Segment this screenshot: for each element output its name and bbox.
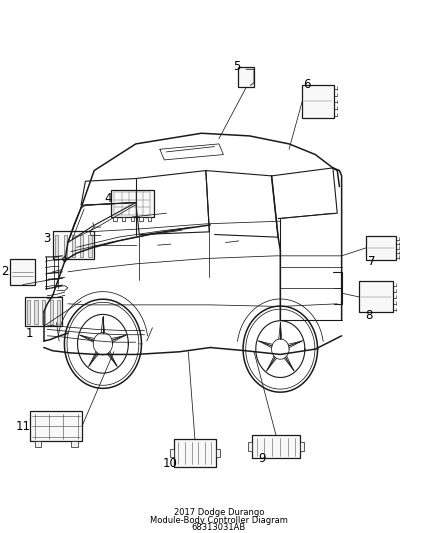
FancyBboxPatch shape bbox=[10, 259, 35, 285]
Text: Module-Body Controller Diagram: Module-Body Controller Diagram bbox=[150, 516, 288, 524]
FancyBboxPatch shape bbox=[35, 441, 41, 447]
FancyBboxPatch shape bbox=[35, 301, 38, 324]
FancyBboxPatch shape bbox=[49, 301, 53, 324]
FancyBboxPatch shape bbox=[139, 217, 143, 221]
FancyBboxPatch shape bbox=[300, 442, 304, 451]
FancyBboxPatch shape bbox=[55, 235, 58, 257]
Text: 4: 4 bbox=[105, 192, 113, 205]
FancyBboxPatch shape bbox=[359, 281, 393, 312]
FancyBboxPatch shape bbox=[111, 190, 154, 217]
FancyBboxPatch shape bbox=[88, 235, 92, 257]
Text: 5: 5 bbox=[233, 60, 240, 72]
Text: 8: 8 bbox=[365, 309, 372, 322]
FancyBboxPatch shape bbox=[25, 297, 63, 326]
FancyBboxPatch shape bbox=[170, 449, 174, 457]
FancyBboxPatch shape bbox=[174, 439, 216, 467]
FancyBboxPatch shape bbox=[366, 236, 396, 260]
FancyBboxPatch shape bbox=[72, 235, 75, 257]
Text: 10: 10 bbox=[162, 457, 177, 470]
FancyBboxPatch shape bbox=[80, 235, 83, 257]
FancyBboxPatch shape bbox=[27, 301, 30, 324]
Text: 6: 6 bbox=[303, 78, 311, 91]
FancyBboxPatch shape bbox=[122, 217, 125, 221]
FancyBboxPatch shape bbox=[248, 442, 252, 451]
FancyBboxPatch shape bbox=[71, 441, 78, 447]
FancyBboxPatch shape bbox=[42, 301, 45, 324]
Text: 11: 11 bbox=[15, 420, 30, 433]
FancyBboxPatch shape bbox=[30, 411, 82, 441]
FancyBboxPatch shape bbox=[302, 85, 334, 118]
FancyBboxPatch shape bbox=[252, 435, 300, 458]
Text: 3: 3 bbox=[44, 232, 51, 245]
FancyBboxPatch shape bbox=[131, 217, 134, 221]
FancyBboxPatch shape bbox=[57, 301, 60, 324]
Text: 9: 9 bbox=[258, 452, 266, 465]
FancyBboxPatch shape bbox=[64, 235, 67, 257]
FancyBboxPatch shape bbox=[148, 217, 151, 221]
FancyBboxPatch shape bbox=[238, 67, 254, 87]
FancyBboxPatch shape bbox=[53, 231, 94, 259]
FancyBboxPatch shape bbox=[215, 449, 220, 457]
FancyBboxPatch shape bbox=[113, 217, 117, 221]
Text: 2017 Dodge Durango: 2017 Dodge Durango bbox=[174, 508, 264, 517]
Text: 68313031AB: 68313031AB bbox=[192, 523, 246, 532]
Text: 1: 1 bbox=[26, 327, 34, 340]
Text: 2: 2 bbox=[1, 265, 9, 278]
Text: 7: 7 bbox=[367, 255, 375, 268]
